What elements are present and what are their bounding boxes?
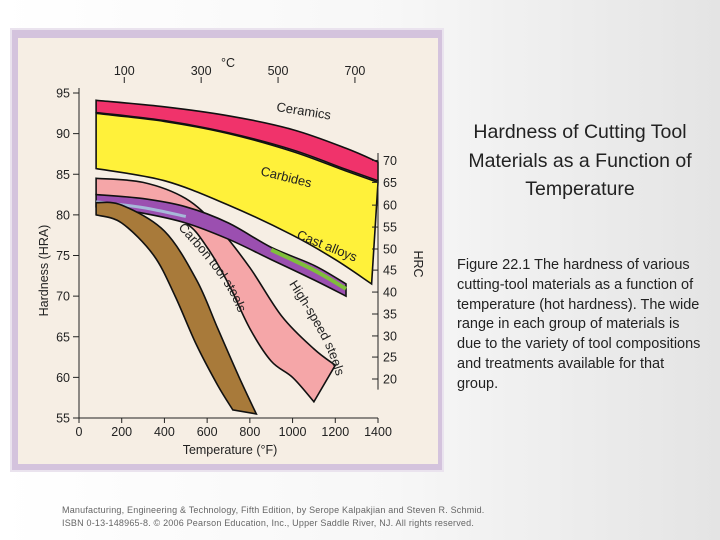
y-tick-label-60: 60 — [56, 371, 70, 385]
top-tick-label-100: 100 — [114, 64, 135, 78]
hrc-tick-label-65: 65 — [383, 176, 397, 190]
x-tick-label-400: 400 — [154, 425, 175, 439]
y-tick-label-95: 95 — [56, 87, 70, 101]
x-axis-title: Temperature (°F) — [183, 443, 278, 457]
hrc-tick-label-20: 20 — [383, 373, 397, 387]
y-tick-label-65: 65 — [56, 330, 70, 344]
x-tick-label-1400: 1400 — [364, 425, 392, 439]
band-carbon — [95, 201, 258, 415]
y-axis-title: Hardness (HRA) — [37, 225, 51, 317]
hardness-chart: 55 60 65 70 75 80 85 90 95 0 200 400 600 800 1000 1200 1… — [37, 56, 425, 457]
hrc-tick-label-50: 50 — [383, 243, 397, 257]
hrc-tick-label-55: 55 — [383, 221, 397, 235]
y-tick-label-55: 55 — [56, 412, 70, 426]
x-tick-label-1200: 1200 — [321, 425, 349, 439]
y-tick-label-75: 75 — [56, 249, 70, 263]
top-axis-label: °C — [221, 56, 235, 70]
hrc-tick-label-40: 40 — [383, 286, 397, 300]
curve-label-ceramics: Ceramics — [276, 99, 333, 122]
x-tick-label-1000: 1000 — [279, 425, 307, 439]
top-tick-label-700: 700 — [345, 64, 366, 78]
x-tick-label-0: 0 — [76, 425, 83, 439]
y-tick-label-85: 85 — [56, 168, 70, 182]
top-tick-label-300: 300 — [191, 64, 212, 78]
hrc-tick-label-70: 70 — [383, 154, 397, 168]
figure-caption: Figure 22.1 The hardness of various cutt… — [457, 257, 701, 392]
hrc-tick-label-45: 45 — [383, 264, 397, 278]
copyright-footer: Manufacturing, Engineering & Technology,… — [62, 504, 532, 530]
hrc-axis-title: HRC — [411, 250, 425, 277]
hrc-tick-label-35: 35 — [383, 308, 397, 322]
hrc-tick-label-60: 60 — [383, 199, 397, 213]
x-tick-label-200: 200 — [111, 425, 132, 439]
footer-line-2: ISBN 0-13-148965-8. © 2006 Pearson Educa… — [62, 518, 475, 528]
y-tick-label-70: 70 — [56, 290, 70, 304]
hrc-tick-label-25: 25 — [383, 351, 397, 365]
x-tick-label-600: 600 — [197, 425, 218, 439]
hrc-tick-label-30: 30 — [383, 329, 397, 343]
footer-line-1: Manufacturing, Engineering & Technology,… — [62, 505, 485, 515]
band-cast-alloys-green — [270, 247, 348, 291]
top-tick-label-500: 500 — [268, 64, 289, 78]
x-tick-label-800: 800 — [239, 425, 260, 439]
y-tick-label-80: 80 — [56, 208, 70, 222]
y-tick-label-90: 90 — [56, 127, 70, 141]
chart-panel: 55 60 65 70 75 80 85 90 95 0 200 400 600 800 1000 1200 1… — [18, 38, 438, 464]
slide-title: Hardness of Cutting Tool Materials as a … — [468, 121, 692, 200]
